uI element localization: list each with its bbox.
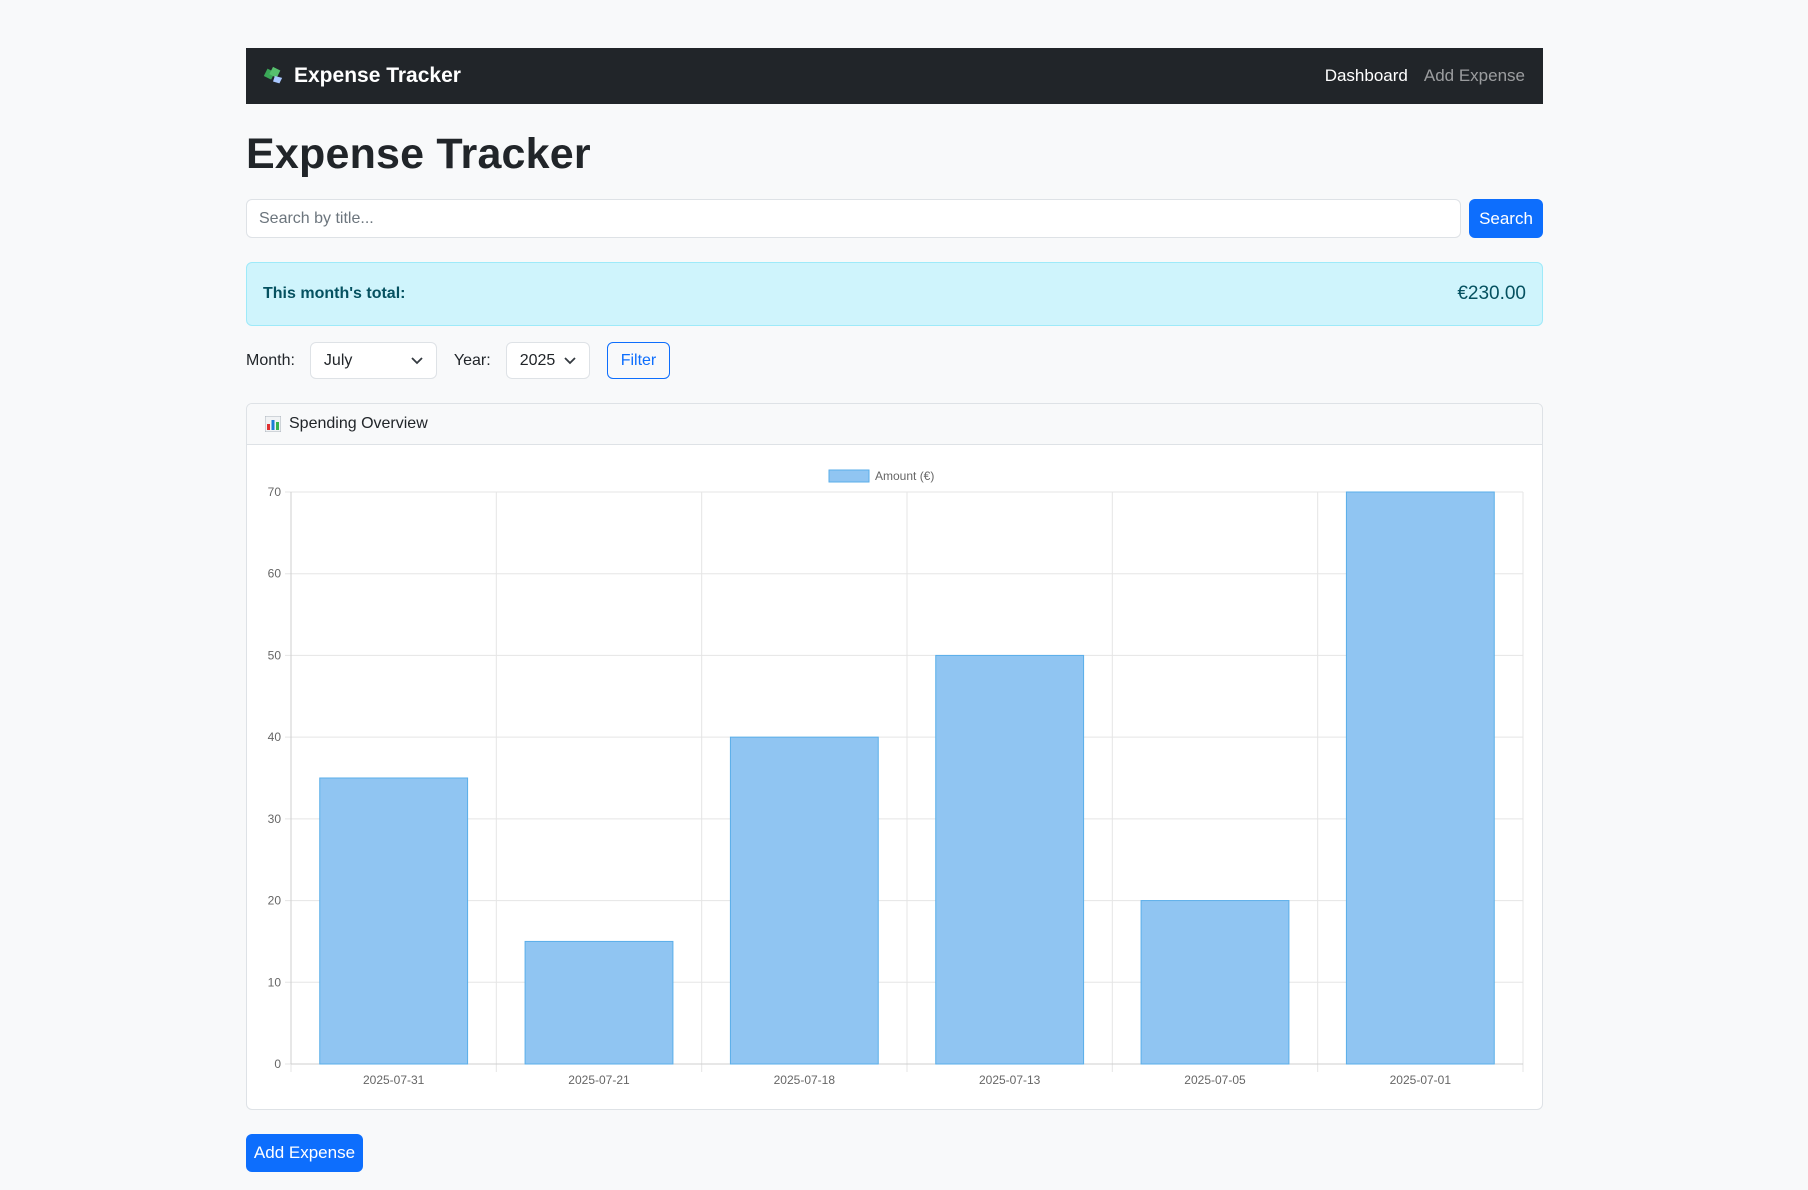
monthly-total-label: This month's total: bbox=[263, 285, 406, 302]
x-tick-label: 2025-07-05 bbox=[1184, 1073, 1246, 1087]
page-title: Expense Tracker bbox=[246, 130, 591, 178]
legend-swatch bbox=[828, 469, 870, 483]
y-tick-label: 20 bbox=[268, 894, 282, 908]
nav-dashboard[interactable]: Dashboard bbox=[1324, 66, 1408, 85]
x-tick-label: 2025-07-31 bbox=[363, 1073, 425, 1087]
navbar: Expense Tracker Dashboard Add Expense bbox=[246, 48, 1543, 104]
spending-overview-card: Spending Overview 0 10 20 30 40 50 60 70 2025-07… bbox=[246, 403, 1543, 1110]
month-label: Month: bbox=[246, 351, 295, 369]
money-wings-icon bbox=[263, 66, 283, 84]
year-select[interactable]: 2025 bbox=[505, 342, 590, 379]
search-input[interactable] bbox=[246, 199, 1461, 238]
monthly-total-alert: This month's total: €230.00 bbox=[246, 262, 1543, 326]
year-label: Year: bbox=[453, 351, 491, 369]
bar-2025-07-05 bbox=[1140, 900, 1290, 1065]
card-header: Spending Overview bbox=[247, 404, 1542, 445]
brand[interactable]: Expense Tracker bbox=[262, 64, 461, 88]
filter-button[interactable]: Filter bbox=[606, 342, 671, 379]
search-button[interactable]: Search bbox=[1469, 199, 1543, 238]
bar-2025-07-01 bbox=[1345, 491, 1495, 1065]
chevron-down-icon bbox=[411, 356, 423, 364]
card-title: Spending Overview bbox=[289, 415, 428, 432]
page-container: Expense Tracker Dashboard Add Expense Ex… bbox=[246, 48, 1543, 1172]
nav-links: Dashboard Add Expense bbox=[1325, 66, 1525, 86]
y-tick-label: 70 bbox=[268, 485, 282, 499]
bar-2025-07-21 bbox=[524, 940, 674, 1065]
bar-2025-07-13 bbox=[935, 654, 1085, 1065]
y-tick-label: 50 bbox=[268, 648, 282, 662]
month-select[interactable]: July bbox=[309, 342, 437, 379]
y-tick-label: 10 bbox=[268, 975, 282, 989]
x-tick-label: 2025-07-21 bbox=[568, 1073, 630, 1087]
legend-label: Amount (€) bbox=[875, 469, 934, 483]
monthly-total-value: €230.00 bbox=[1457, 283, 1526, 304]
spending-bar-chart: 0 10 20 30 40 50 60 70 2025-07-31 2025-07-21 2025-… bbox=[268, 469, 1524, 1087]
search-row: Search bbox=[246, 199, 1543, 238]
y-tick-label: 40 bbox=[268, 730, 282, 744]
nav-add-expense[interactable]: Add Expense bbox=[1423, 66, 1525, 85]
y-tick-label: 30 bbox=[268, 812, 282, 826]
add-expense-button[interactable]: Add Expense bbox=[246, 1134, 363, 1172]
bar-2025-07-31 bbox=[319, 777, 469, 1065]
x-tick-label: 2025-07-01 bbox=[1390, 1073, 1452, 1087]
x-tick-label: 2025-07-18 bbox=[774, 1073, 836, 1087]
y-tick-label: 0 bbox=[274, 1057, 281, 1071]
year-select-value: 2025 bbox=[519, 351, 556, 369]
bar-chart-icon bbox=[265, 416, 281, 432]
chevron-down-icon bbox=[564, 356, 576, 364]
chart-container: 0 10 20 30 40 50 60 70 2025-07-31 2025-07-21 2025-… bbox=[247, 445, 1542, 1109]
bar-2025-07-18 bbox=[729, 736, 879, 1065]
filter-row: Month: July Year: 2025 Filter bbox=[246, 342, 1543, 379]
month-select-value: July bbox=[323, 351, 353, 369]
brand-label: Expense Tracker bbox=[294, 64, 461, 87]
x-tick-label: 2025-07-13 bbox=[979, 1073, 1041, 1087]
y-tick-label: 60 bbox=[268, 567, 282, 581]
